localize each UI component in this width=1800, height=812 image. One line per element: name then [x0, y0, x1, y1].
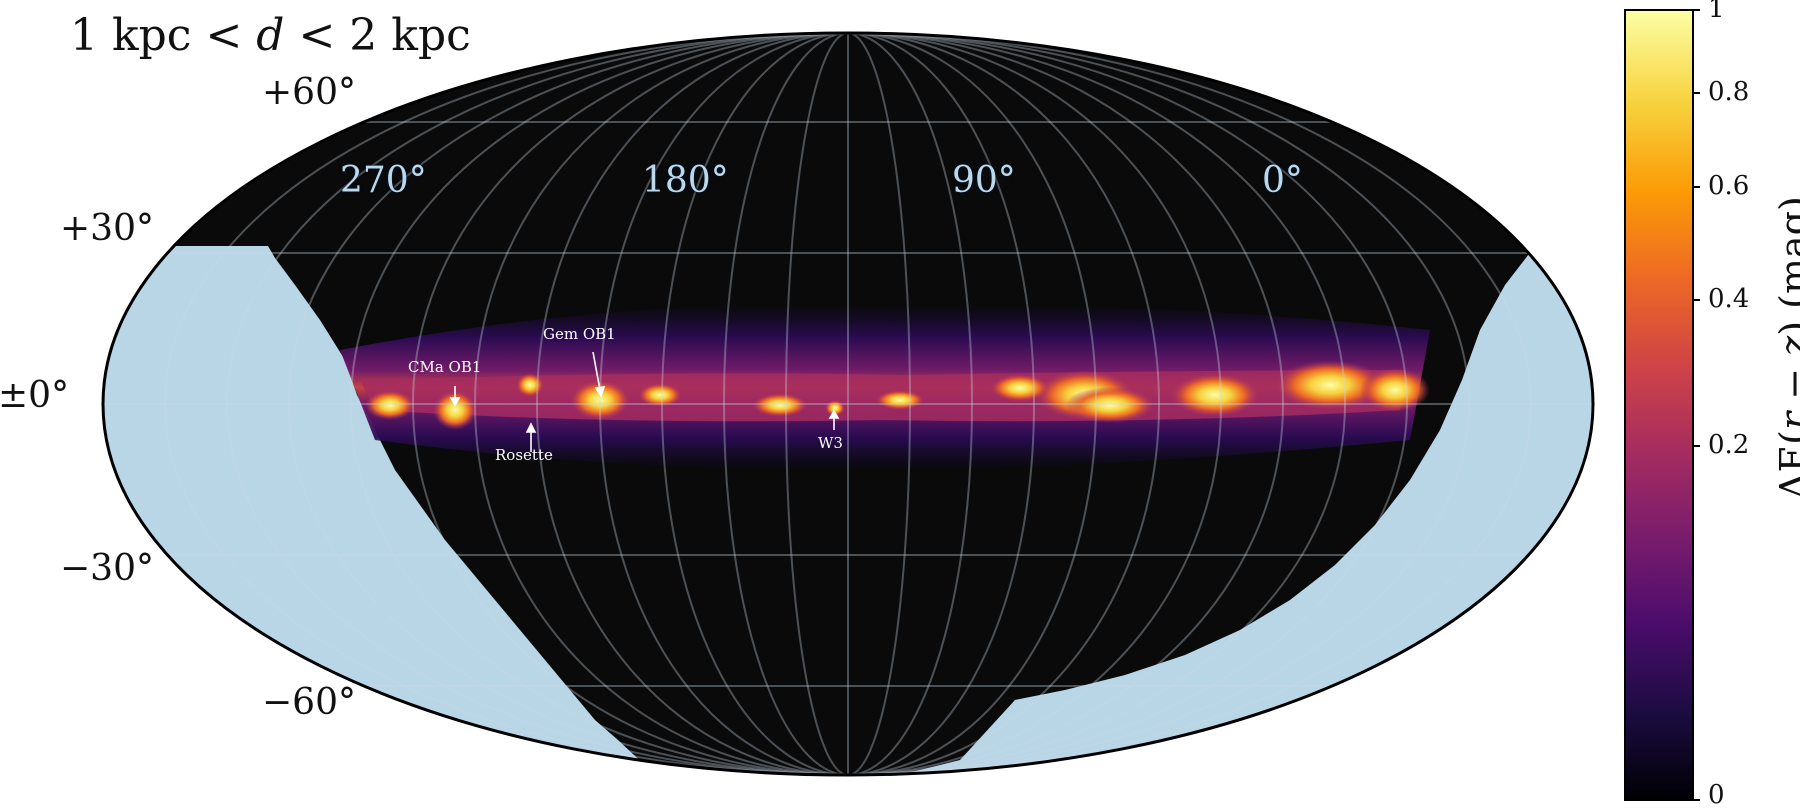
annotation-rosette: Rosette [495, 446, 553, 464]
longitude-label-180: 180° [642, 160, 729, 201]
colorbar [1624, 9, 1694, 801]
annotation-gem-ob1: Gem OB1 [543, 325, 616, 343]
latitude-label-minus60: −60° [262, 682, 356, 723]
colorbar-tick-0.4: 0.4 [1708, 284, 1750, 314]
colorbar-tick-0.8: 0.8 [1708, 77, 1750, 107]
colorbar-tick-0: 0 [1708, 780, 1725, 810]
title-prefix: 1 kpc < [70, 10, 257, 61]
latitude-label-equator: ±0° [0, 375, 70, 416]
extinction-band [340, 304, 1430, 470]
longitude-label-0: 0° [1262, 160, 1303, 201]
graticule [103, 33, 1593, 775]
latitude-label-plus30: +30° [60, 208, 154, 249]
colorbar-ticks [1693, 9, 1700, 801]
annotation-cma-ob1: CMa OB1 [408, 358, 482, 376]
colorbar-label-prefix: ΔE( [1772, 429, 1800, 500]
colorbar-label-mid: − [1772, 356, 1800, 412]
latitude-label-minus30: −30° [60, 548, 154, 589]
annotation-w3: W3 [818, 434, 843, 452]
colorbar-label: ΔE(r − z) (mag) [1772, 196, 1800, 500]
figure-title: 1 kpc < d < 2 kpc [70, 10, 471, 61]
title-suffix: < 2 kpc [284, 10, 471, 61]
longitude-label-270: 270° [340, 160, 427, 201]
colorbar-label-suffix: ) (mag) [1772, 196, 1800, 336]
colorbar-label-var1: r [1772, 412, 1800, 430]
longitude-label-90: 90° [952, 160, 1016, 201]
title-variable: d [256, 10, 285, 61]
colorbar-tick-0.6: 0.6 [1708, 171, 1750, 201]
map-boundary [101, 31, 1595, 777]
annotation-arrows [449, 351, 840, 452]
sky-map [103, 33, 1593, 775]
colorbar-tick-0.2: 0.2 [1708, 430, 1750, 460]
colorbar-tick-1: 1 [1708, 0, 1725, 24]
latitude-label-plus60: +60° [262, 72, 356, 113]
colorbar-label-var2: z [1772, 336, 1800, 356]
